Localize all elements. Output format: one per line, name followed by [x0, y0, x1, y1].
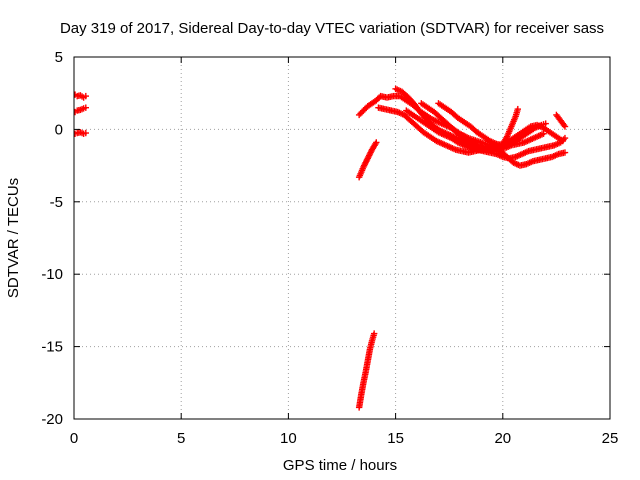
track-fill — [360, 371, 369, 385]
series-layer — [74, 85, 569, 411]
data-point — [542, 120, 549, 127]
track-fill — [554, 134, 565, 144]
y-axis-label: SDTVAR / TECUs — [5, 178, 22, 298]
track-fill — [430, 116, 441, 125]
track-fill — [504, 124, 514, 139]
y-tick-label: 5 — [55, 49, 63, 66]
track-fill — [522, 137, 533, 145]
x-axis: 0 5 10 15 20 25 — [70, 57, 619, 447]
x-tick-label: 20 — [494, 430, 511, 447]
data-series — [74, 91, 89, 101]
track-fill — [356, 392, 365, 409]
track-fill — [514, 134, 524, 144]
track-fill — [417, 117, 428, 126]
y-tick-label: -20 — [41, 411, 63, 428]
track-fill — [507, 138, 518, 147]
track-fill — [552, 139, 563, 148]
data-point — [514, 105, 522, 113]
data-series — [355, 330, 378, 411]
data-point — [373, 139, 380, 146]
track-fill — [520, 130, 531, 139]
data-point — [82, 92, 89, 100]
data-series — [355, 139, 380, 181]
track-fill — [404, 108, 415, 118]
track-fill — [447, 144, 458, 153]
track-fill — [550, 151, 561, 160]
data-point — [370, 330, 378, 337]
data-point — [82, 104, 89, 111]
data-point — [540, 130, 547, 137]
track-fill — [428, 134, 438, 144]
data-point — [559, 137, 567, 145]
y-axis: -20 -15 -10 -5 0 5 — [41, 49, 610, 428]
track-fill — [541, 125, 552, 135]
track-fill — [365, 147, 375, 161]
x-tick-label: 10 — [280, 430, 297, 447]
grid — [74, 57, 610, 419]
x-tick-label: 15 — [387, 430, 404, 447]
track-fill — [537, 155, 548, 163]
y-tick-label: -10 — [41, 266, 63, 283]
x-axis-label: GPS time / hours — [283, 457, 397, 474]
track-fill — [411, 112, 421, 122]
y-tick-label: -5 — [50, 194, 63, 211]
x-tick-label: 0 — [70, 430, 78, 447]
x-tick-label: 25 — [602, 430, 619, 447]
track-fill — [419, 101, 430, 110]
chart-title: Day 319 of 2017, Sidereal Day-to-day VTE… — [60, 20, 604, 37]
data-point — [561, 123, 569, 130]
track-fill — [441, 141, 451, 150]
track-fill — [424, 121, 434, 131]
data-series — [553, 111, 569, 130]
data-series — [74, 104, 89, 116]
track-fill — [356, 165, 366, 179]
y-tick-label: -15 — [41, 339, 63, 356]
plot-frame — [73, 56, 611, 420]
data-point — [561, 149, 569, 156]
x-tick-label: 5 — [177, 430, 185, 447]
data-point — [82, 129, 89, 137]
track-fill — [488, 138, 498, 147]
track-fill — [511, 160, 522, 169]
track-fill — [412, 103, 424, 116]
data-series — [74, 129, 89, 137]
data-series — [435, 100, 549, 149]
y-tick-label: 0 — [55, 121, 63, 138]
track-fill — [514, 151, 524, 160]
track-fill — [475, 130, 486, 139]
track-fill — [468, 124, 479, 135]
track-fill — [421, 130, 432, 139]
